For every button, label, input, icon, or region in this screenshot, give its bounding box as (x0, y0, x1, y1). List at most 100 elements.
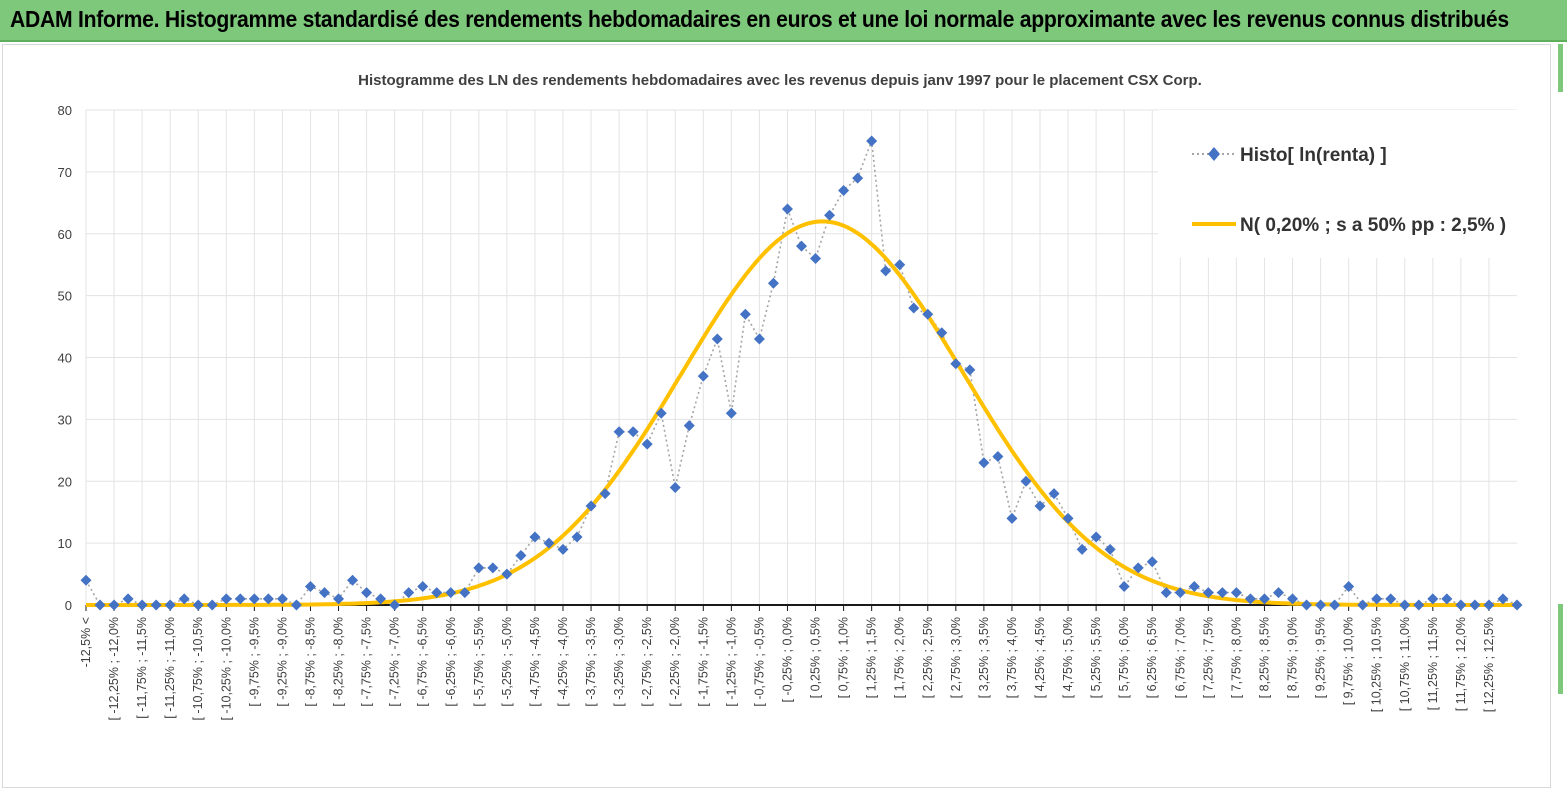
histo-point (908, 302, 920, 314)
histo-point (1104, 543, 1116, 555)
histo-point (1385, 593, 1397, 605)
histo-point (683, 420, 695, 432)
histo-point (880, 265, 892, 277)
histo-point (1357, 599, 1369, 611)
y-tick-label: 10 (58, 536, 72, 551)
histo-point (1230, 587, 1242, 599)
histo-point (473, 562, 485, 574)
histo-point (1469, 599, 1481, 611)
x-tick-label: [ -0,25% ; 0,0% (780, 617, 794, 702)
histo-point (333, 593, 345, 605)
histo-point (262, 593, 274, 605)
x-tick-label: [ 2,25% ; 2,5% (921, 617, 935, 698)
x-tick-label: [ -11,75% ; -11,5% (135, 617, 149, 719)
legend-histo-marker-icon (1208, 147, 1220, 161)
histo-point (753, 333, 765, 345)
histo-point (164, 599, 176, 611)
x-tick-label: [ -1,75% ; -1,5% (696, 617, 710, 707)
x-tick-label: [ 9,25% ; 9,5% (1314, 617, 1328, 698)
x-tick-label: [ 4,25% ; 4,5% (1033, 617, 1047, 698)
x-tick-label: [ 11,25% ; 11,5% (1426, 617, 1440, 710)
x-tick-label: [ -2,25% ; -2,0% (668, 617, 682, 707)
x-tick-label: [ 1,25% ; 1,5% (865, 617, 879, 698)
x-tick-label: [ 9,75% ; 10,0% (1342, 617, 1356, 705)
x-tick-label: [ 8,25% ; 8,5% (1257, 617, 1271, 698)
histo-point (1287, 593, 1299, 605)
histo-point (1371, 593, 1383, 605)
histo-point (992, 451, 1004, 462)
legend-normal-label: N( 0,20% ; s a 50% pp : 2,5% ) (1240, 215, 1506, 236)
normal-curve-line (86, 219, 1517, 607)
report-title: ADAM Informe. Histogramme standardisé de… (10, 6, 1509, 32)
histo-point (824, 209, 836, 221)
histo-point (627, 426, 639, 438)
x-tick-label: [ -3,75% ; -3,5% (584, 617, 598, 707)
series-layer (80, 135, 1523, 611)
x-tick-label: [ -10,75% ; -10,5% (191, 617, 205, 721)
histo-point (613, 426, 625, 438)
x-tick-label: [ 11,75% ; 12,0% (1454, 617, 1468, 711)
histo-point (669, 481, 681, 493)
x-tick-label: [ 12,25% ; 12,5% (1482, 617, 1496, 712)
x-tick-label: [ 1,75% ; 2,0% (893, 617, 907, 698)
histo-point (936, 327, 948, 339)
y-tick-label: 0 (65, 598, 72, 613)
histo-point (459, 587, 471, 599)
histo-point (1273, 587, 1284, 599)
y-axis-ticks: 0 10 20 30 40 50 60 70 80 (58, 103, 72, 613)
histo-point (852, 172, 864, 184)
x-tick-label: [ 6,75% ; 7,0% (1173, 617, 1187, 698)
x-tick-label: [ -4,75% ; -4,5% (528, 617, 542, 707)
y-tick-label: 80 (58, 103, 72, 118)
y-tick-label: 50 (58, 289, 72, 304)
x-tick-label: [ 3,75% ; 4,0% (1005, 617, 1019, 698)
histo-point (767, 277, 779, 289)
x-tick-label: [ 3,25% ; 3,5% (977, 617, 991, 698)
histo-point (725, 407, 737, 419)
x-tick-label: [ 4,75% ; 5,0% (1061, 617, 1075, 698)
x-tick-label: [ -7,75% ; -7,5% (360, 617, 374, 707)
histo-point (431, 587, 443, 599)
histo-point (571, 531, 583, 543)
histo-point (781, 203, 793, 215)
histo-point (1497, 593, 1509, 605)
x-tick-label: [ -9,75% ; -9,5% (247, 617, 261, 707)
histo-point (276, 593, 288, 605)
histo-point (136, 599, 148, 611)
histo-point (1006, 512, 1018, 524)
histo-point (150, 599, 162, 611)
histo-point (641, 438, 653, 450)
histo-point (445, 587, 457, 599)
histo-point (319, 587, 330, 599)
x-tick-label: [ 0,75% ; 1,0% (837, 617, 851, 698)
y-tick-label: 20 (58, 474, 72, 489)
histo-point (1301, 599, 1313, 611)
histo-point (206, 599, 218, 611)
histo-point (1511, 599, 1523, 611)
histo-point (375, 593, 387, 605)
histo-point (1062, 512, 1074, 524)
histo-point (1427, 593, 1439, 605)
histo-point (838, 184, 850, 196)
histo-point (304, 580, 316, 592)
histo-point (1076, 543, 1088, 555)
histo-point (290, 599, 302, 611)
x-tick-label: [ 0,25% ; 0,5% (809, 617, 823, 698)
histo-point (964, 364, 976, 376)
histo-point (1020, 475, 1032, 487)
histo-point (739, 308, 751, 320)
x-tick-label: [ 6,25% ; 6,5% (1145, 617, 1159, 698)
histo-point (501, 568, 513, 580)
histo-point (810, 253, 822, 264)
x-tick-label: [ -10,25% ; -10,0% (219, 617, 233, 721)
histo-point (192, 599, 204, 611)
report-banner: ADAM Informe. Histogramme standardisé de… (0, 0, 1567, 42)
x-tick-label: [ 5,25% ; 5,5% (1089, 617, 1103, 698)
histo-point (1343, 580, 1355, 592)
y-tick-label: 40 (58, 351, 72, 366)
histo-point (978, 457, 990, 469)
x-tick-label: -12,5% < (79, 617, 93, 667)
x-tick-label: [ -7,25% ; -7,0% (388, 617, 402, 707)
histo-point (1216, 587, 1228, 599)
histo-point (1118, 580, 1130, 592)
